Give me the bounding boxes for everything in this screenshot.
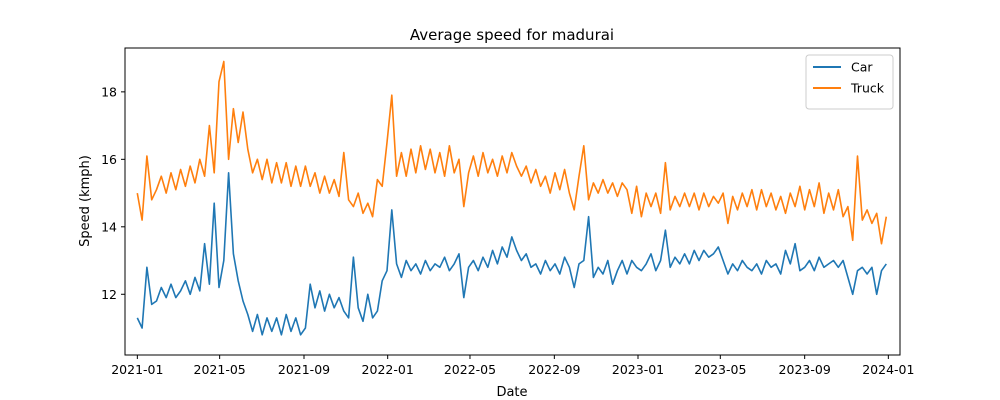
legend: Car Truck — [805, 54, 894, 110]
y-tick-label: 14 — [101, 219, 117, 234]
legend-label-car: Car — [851, 60, 873, 75]
x-axis: 2021-01 2021-05 2021-09 2022-01 2022-05 2022-… — [111, 355, 914, 377]
legend-label-truck: Truck — [850, 81, 885, 96]
x-tick-label: 2022-09 — [528, 362, 580, 377]
plot-frame — [124, 47, 901, 356]
x-tick-label: 2023-01 — [612, 362, 664, 377]
y-tick-label: 18 — [101, 84, 117, 99]
x-tick-label: 2021-01 — [111, 362, 163, 377]
x-tick-label: 2021-05 — [194, 362, 246, 377]
y-axis-title: Speed (kmph) — [78, 155, 93, 247]
legend-box — [805, 54, 894, 110]
x-tick-label: 2022-01 — [362, 362, 414, 377]
y-axis: 12 14 16 18 — [101, 84, 125, 302]
y-tick-label: 16 — [101, 152, 117, 167]
x-tick-label: 2021-09 — [278, 362, 330, 377]
x-tick-label: 2024-01 — [862, 362, 914, 377]
series-line-car — [136, 172, 887, 336]
series-line-truck — [136, 60, 888, 245]
x-tick-label: 2023-05 — [694, 362, 746, 377]
chart-title: Average speed for madurai — [410, 26, 614, 44]
plot-area — [136, 60, 888, 336]
x-tick-label: 2023-09 — [779, 362, 831, 377]
x-tick-label: 2022-05 — [444, 362, 496, 377]
x-axis-title: Date — [496, 385, 527, 400]
y-tick-label: 12 — [101, 287, 117, 302]
